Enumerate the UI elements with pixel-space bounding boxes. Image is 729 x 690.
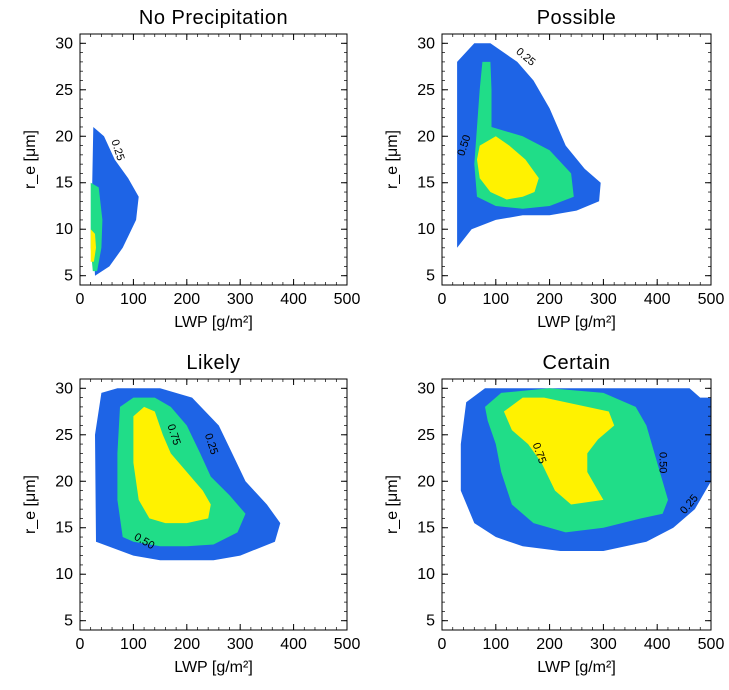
y-tick-label: 30 (417, 380, 435, 397)
x-tick-label: 400 (644, 636, 671, 653)
x-tick-label: 300 (590, 636, 617, 653)
y-axis-label: r_e [μm] (22, 130, 39, 189)
panel-title: No Precipitation (139, 7, 288, 29)
x-tick-label: 400 (280, 636, 307, 653)
y-tick-label: 10 (417, 221, 435, 238)
x-axis-label: LWP [g/m²] (537, 314, 616, 331)
y-tick-label: 30 (55, 35, 73, 52)
x-tick-label: 100 (482, 291, 509, 308)
x-tick-label: 100 (482, 636, 509, 653)
y-tick-label: 5 (426, 268, 435, 285)
contour-level-025 (91, 127, 139, 276)
x-tick-label: 300 (227, 636, 254, 653)
contour-fills (90, 127, 139, 276)
x-axis-label: LWP [g/m²] (174, 314, 253, 331)
x-tick-label: 200 (536, 291, 563, 308)
contour-level-075 (90, 229, 96, 262)
y-tick-label: 15 (417, 175, 435, 192)
y-tick-label: 10 (55, 566, 73, 583)
y-axis-label: r_e [μm] (22, 475, 39, 534)
contour-label: 0.50 (657, 452, 669, 473)
y-axis-label: r_e [μm] (384, 130, 401, 189)
x-tick-label: 500 (334, 291, 361, 308)
y-tick-label: 20 (55, 128, 73, 145)
x-tick-label: 0 (438, 291, 447, 308)
x-tick-label: 300 (590, 291, 617, 308)
y-tick-label: 30 (55, 380, 73, 397)
y-tick-label: 20 (417, 473, 435, 490)
x-tick-label: 0 (76, 636, 85, 653)
y-tick-label: 10 (417, 566, 435, 583)
contour-fills (460, 388, 711, 551)
x-tick-label: 500 (334, 636, 361, 653)
x-tick-label: 200 (536, 636, 563, 653)
y-tick-label: 15 (55, 175, 73, 192)
panel-title: Likely (186, 352, 240, 374)
plot-frame (441, 33, 712, 286)
y-tick-label: 20 (417, 128, 435, 145)
x-tick-label: 200 (173, 291, 200, 308)
y-tick-label: 5 (64, 268, 73, 285)
contour-level-075 (503, 397, 615, 505)
x-axis-label: LWP [g/m²] (174, 659, 253, 676)
plot-frame (441, 378, 712, 631)
y-tick-label: 25 (417, 427, 435, 444)
y-tick-label: 15 (417, 520, 435, 537)
panel-title: Certain (543, 352, 611, 374)
plot-frame (79, 378, 348, 631)
plot-frame (79, 33, 348, 286)
y-tick-label: 30 (417, 35, 435, 52)
x-tick-label: 400 (644, 291, 671, 308)
y-tick-label: 5 (64, 613, 73, 630)
x-tick-label: 300 (227, 291, 254, 308)
x-tick-label: 0 (76, 291, 85, 308)
x-tick-label: 500 (698, 636, 725, 653)
x-tick-label: 100 (120, 291, 147, 308)
x-tick-label: 400 (280, 291, 307, 308)
y-axis-label: r_e [μm] (384, 475, 401, 534)
contour-fills (95, 388, 281, 561)
y-tick-label: 20 (55, 473, 73, 490)
x-tick-label: 0 (438, 636, 447, 653)
contour-level-075 (133, 406, 211, 524)
x-tick-label: 200 (173, 636, 200, 653)
y-tick-label: 15 (55, 520, 73, 537)
y-tick-label: 25 (55, 82, 73, 99)
contour-level-075 (477, 136, 539, 200)
y-tick-label: 25 (417, 82, 435, 99)
panel-title: Possible (537, 7, 617, 29)
x-tick-label: 100 (120, 636, 147, 653)
y-tick-label: 10 (55, 221, 73, 238)
x-axis-label: LWP [g/m²] (537, 659, 616, 676)
y-tick-label: 25 (55, 427, 73, 444)
contour-fills (457, 43, 601, 248)
x-tick-label: 500 (698, 291, 725, 308)
y-tick-label: 5 (426, 613, 435, 630)
